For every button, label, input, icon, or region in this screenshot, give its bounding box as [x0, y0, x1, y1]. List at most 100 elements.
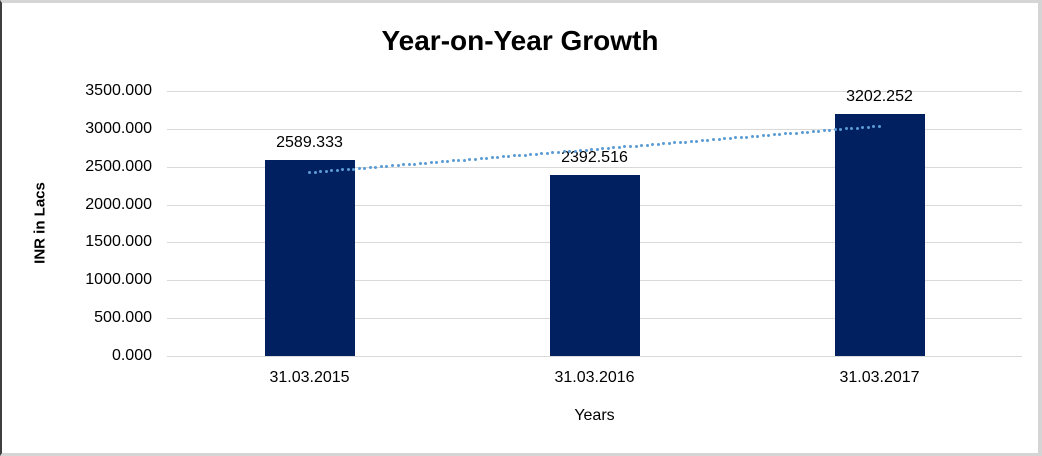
trendline-dot: [822, 129, 826, 133]
trendline-dot: [623, 145, 627, 149]
trendline-dot: [413, 162, 417, 166]
trendline-dot: [512, 154, 516, 158]
trendline-dot: [734, 136, 738, 140]
trendline-dot: [794, 131, 798, 135]
trendline-dot: [717, 137, 721, 141]
trendline-dot: [402, 163, 406, 167]
y-tick-label: 1500.000: [85, 233, 152, 251]
trendline-dot: [800, 131, 804, 135]
trendline-dot: [435, 160, 439, 164]
trendline-dot: [551, 151, 555, 155]
x-tick-label: 31.03.2016: [554, 369, 635, 386]
trendline-dot: [391, 164, 394, 168]
x-axis-title: Years: [574, 407, 615, 424]
trendline-dot: [440, 160, 444, 164]
trendline-dot: [844, 127, 848, 131]
trendline-dot: [562, 150, 566, 154]
trendline-dot: [507, 154, 511, 158]
trendline-dot: [534, 152, 538, 156]
trendline-dot: [761, 134, 765, 138]
trendline-dot: [557, 150, 561, 154]
trendline-dot: [767, 133, 771, 137]
trendline-dot: [833, 128, 837, 132]
trendline-dot: [778, 132, 782, 136]
gridline: [167, 356, 1022, 357]
bar-value-label: 3202.252: [846, 87, 913, 105]
trendline-dot: [750, 135, 754, 139]
trendline-dot: [728, 136, 732, 140]
y-tick-label: 3500.000: [85, 82, 152, 99]
trendline-dot: [617, 145, 621, 149]
trendline-dot: [573, 149, 577, 153]
trendline-dot: [850, 126, 854, 130]
gridline: [167, 91, 1022, 92]
trendline-dot: [446, 159, 450, 163]
trendline-dot: [374, 165, 378, 169]
gridline: [167, 166, 1022, 168]
trendline-dot: [308, 171, 311, 175]
trendline-dot: [324, 169, 328, 173]
trendline-dot: [579, 149, 583, 153]
trendline-dot: [523, 153, 527, 157]
trendline-dot: [330, 169, 334, 173]
y-tick-label: 500.000: [94, 309, 152, 327]
trendline-dot: [462, 158, 466, 162]
trendline-dot: [817, 129, 821, 133]
trendline-dot: [783, 132, 787, 136]
bar-31.03.2017: [834, 113, 925, 356]
y-tick-label: 3000.000: [85, 119, 152, 137]
trendline-dot: [640, 144, 644, 148]
trendline-dot: [695, 139, 699, 143]
trendline-dot: [634, 144, 638, 148]
trendline-dot: [595, 147, 599, 151]
gridline: [167, 128, 1022, 130]
y-tick-label: 2000.000: [85, 195, 152, 213]
trendline-dot: [756, 134, 760, 138]
trendline-dot: [662, 142, 666, 146]
x-tick-label: 31.03.2015: [269, 369, 350, 386]
trendline-dot: [828, 128, 832, 132]
trendline-dot: [601, 147, 605, 151]
bar-value-label: 2589.333: [276, 133, 343, 151]
x-tick-label: 31.03.2017: [839, 369, 920, 386]
trendline-dot: [855, 126, 859, 130]
trendline-dot: [745, 135, 749, 139]
trendline-dot: [418, 162, 422, 166]
y-axis-title: INR in Lacs: [31, 182, 49, 264]
bar-31.03.2016: [549, 174, 640, 356]
trendline-dot: [667, 141, 671, 145]
trendline-dot: [811, 130, 815, 134]
trendline-dot: [700, 139, 704, 143]
trendline-dot: [490, 156, 494, 160]
trendline-dot: [385, 164, 389, 168]
trendline-dot: [496, 155, 500, 159]
trendline-dot: [839, 127, 843, 131]
trendline-dot: [451, 159, 455, 163]
trendline-dot: [772, 133, 776, 137]
trendline-dot: [584, 148, 588, 152]
trendline-dot: [861, 126, 865, 130]
trendline-dot: [711, 138, 715, 142]
trendline-dot: [518, 154, 522, 158]
trendline-dot: [689, 140, 693, 144]
trendline-dot: [341, 168, 345, 172]
plot-area: 2589.333 2392.516 3202.252: [167, 87, 1022, 357]
trendline-dot: [656, 142, 660, 146]
trendline-dot: [407, 163, 411, 167]
trendline-dot: [723, 137, 727, 141]
trendline-dot: [313, 170, 317, 174]
trendline-dot: [651, 143, 655, 147]
bar-31.03.2015: [264, 159, 355, 356]
trendline-dot: [474, 157, 478, 161]
trendline-dot: [319, 170, 323, 174]
trendline-dot: [529, 153, 533, 157]
trendline-dot: [684, 140, 688, 144]
trendline-dot: [429, 161, 433, 165]
trendline-dot: [866, 125, 870, 129]
bar-value-label: 2392.516: [561, 148, 628, 166]
chart-title: Year-on-Year Growth: [381, 25, 659, 56]
trendline-dot: [645, 143, 649, 147]
trendline-dot: [739, 136, 743, 139]
trendline-dot: [612, 146, 616, 150]
